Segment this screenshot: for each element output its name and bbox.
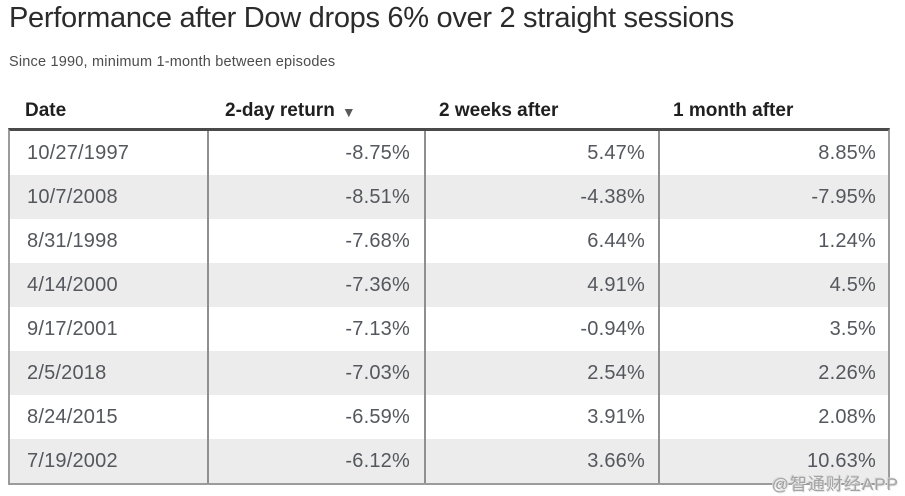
table-row: 10/27/1997 -8.75% 5.47% 8.85% — [10, 131, 888, 175]
date-cell: 7/19/2002 — [10, 439, 209, 483]
table-row: 8/31/1998 -7.68% 6.44% 1.24% — [10, 219, 888, 263]
one-month-after-cell: 1.24% — [818, 229, 876, 252]
performance-table: Date 2-day return ▼ 2 weeks after 1 mont… — [8, 93, 890, 485]
two-weeks-after-cell: -0.94% — [426, 307, 660, 351]
two-weeks-after-cell: 6.44% — [426, 219, 660, 263]
two-weeks-after-cell: 3.91% — [426, 395, 660, 439]
sort-descending-icon[interactable]: ▼ — [341, 103, 356, 120]
two-day-return-cell: -6.12% — [209, 439, 426, 483]
one-month-after-cell: 4.5% — [829, 273, 876, 296]
table-row: 7/19/2002 -6.12% 3.66% 10.63% — [10, 439, 888, 483]
table-row: 2/5/2018 -7.03% 2.54% 2.26% — [10, 351, 888, 395]
table-row: 4/14/2000 -7.36% 4.91% 4.5% — [10, 263, 888, 307]
two-weeks-after-cell: -4.38% — [426, 175, 660, 219]
two-day-return-cell: -7.13% — [209, 307, 426, 351]
table-row: 10/7/2008 -8.51% -4.38% -7.95% — [10, 175, 888, 219]
page-subtitle: Since 1990, minimum 1-month between epis… — [9, 54, 336, 70]
date-cell: 4/14/2000 — [10, 263, 209, 307]
column-header-1-month-after[interactable]: 1 month after — [658, 100, 890, 122]
column-header-2-weeks-after-label: 2 weeks after — [439, 99, 559, 121]
date-cell: 10/7/2008 — [10, 175, 209, 219]
two-day-return-cell: -8.51% — [209, 175, 426, 219]
column-header-2-day-return-label: 2-day return — [225, 99, 335, 121]
two-day-return-cell: -7.03% — [209, 351, 426, 395]
two-day-return-cell: -8.75% — [209, 131, 426, 175]
two-day-return-cell: -7.36% — [209, 263, 426, 307]
one-month-after-cell: -7.95% — [811, 185, 876, 208]
one-month-after-cell: 8.85% — [818, 141, 876, 164]
page-title: Performance after Dow drops 6% over 2 st… — [9, 2, 734, 34]
column-header-1-month-after-label: 1 month after — [673, 99, 794, 121]
two-weeks-after-cell: 4.91% — [426, 263, 660, 307]
table-row: 9/17/2001 -7.13% -0.94% 3.5% — [10, 307, 888, 351]
date-cell: 10/27/1997 — [10, 131, 209, 175]
two-day-return-cell: -6.59% — [209, 395, 426, 439]
date-cell: 2/5/2018 — [10, 351, 209, 395]
two-weeks-after-cell: 3.66% — [426, 439, 660, 483]
two-weeks-after-cell: 5.47% — [426, 131, 660, 175]
column-header-2-weeks-after[interactable]: 2 weeks after — [424, 100, 658, 122]
two-day-return-cell: -7.68% — [209, 219, 426, 263]
one-month-after-cell: 2.26% — [818, 361, 876, 384]
date-cell: 9/17/2001 — [10, 307, 209, 351]
table-body: 10/27/1997 -8.75% 5.47% 8.85% 10/7/2008 … — [8, 128, 890, 485]
two-weeks-after-cell: 2.54% — [426, 351, 660, 395]
watermark: @智通财经APP — [771, 475, 899, 494]
one-month-after-cell: 3.5% — [829, 317, 876, 340]
column-header-date-label: Date — [25, 99, 67, 121]
column-header-2-day-return[interactable]: 2-day return ▼ — [207, 100, 424, 122]
column-header-date[interactable]: Date — [8, 100, 207, 122]
table-row: 8/24/2015 -6.59% 3.91% 2.08% — [10, 395, 888, 439]
one-month-after-cell: 2.08% — [818, 405, 876, 428]
one-month-after-cell: 10.63% — [806, 449, 876, 472]
date-cell: 8/31/1998 — [10, 219, 209, 263]
date-cell: 8/24/2015 — [10, 395, 209, 439]
table-header-row: Date 2-day return ▼ 2 weeks after 1 mont… — [8, 93, 890, 128]
